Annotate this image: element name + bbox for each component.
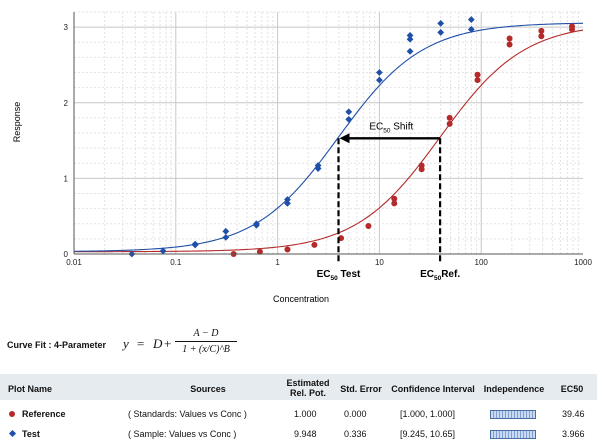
reference-point [311, 241, 318, 248]
row-sources: ( Sample: Values vs Conc ) [128, 429, 237, 439]
y-tick-label: 3 [64, 23, 69, 32]
test-point [376, 76, 383, 84]
reference-point [446, 120, 453, 127]
independence-bar [490, 410, 536, 419]
test-marker-icon [8, 429, 17, 438]
test-point [222, 227, 230, 235]
grid [73, 11, 583, 255]
curve-fit-label: Curve Fit : 4-Parameter [7, 340, 107, 350]
eq-d: D [153, 336, 163, 351]
test-point [406, 35, 414, 43]
col-ec50: EC50 [560, 384, 584, 394]
ec50-test-label: EC50 Test [317, 269, 361, 282]
test-point [376, 69, 383, 76]
row-std-error: 0.336 [344, 429, 367, 439]
test-point [437, 29, 445, 36]
test-point [284, 199, 291, 207]
reference-point [538, 27, 545, 34]
reference-point [538, 33, 545, 40]
row-ec50: 39.46 [562, 409, 585, 419]
test-point [406, 47, 414, 55]
eq-equals: = [137, 336, 145, 351]
reference-marker-icon [9, 411, 15, 417]
curve-fit-equation: Curve Fit : 4-Parameter y = D + A − D 1 … [7, 326, 307, 366]
fit-curves [73, 22, 584, 253]
reference-point [446, 114, 453, 121]
reference-point [474, 77, 481, 84]
x-tick-label: 0.1 [170, 258, 182, 267]
test-point [467, 16, 475, 23]
reference-point [391, 200, 398, 207]
reference-fit-curve [74, 29, 584, 253]
test-point [406, 32, 414, 39]
row-name: Reference [22, 409, 66, 419]
reference-point [474, 71, 481, 78]
y-axis-label: Response [12, 102, 22, 143]
col-est-rel-pot: Estimated Rel. Pot. [286, 378, 330, 398]
eq-plus: + [164, 336, 172, 351]
col-plot-name: Plot Name [8, 384, 53, 394]
test-point [191, 241, 199, 249]
row-name: Test [22, 429, 40, 439]
test-point [345, 108, 353, 116]
ec50-shift-arrowhead [339, 133, 350, 144]
reference-point [569, 23, 576, 30]
col-confidence-interval: Confidence Interval [391, 384, 475, 394]
row-ci: [1.000, 1.000] [400, 409, 456, 419]
reference-point [365, 223, 372, 230]
y-tick-label: 1 [64, 174, 69, 183]
test-point [467, 25, 475, 33]
y-tick-label: 0 [64, 250, 69, 259]
data-points [128, 16, 576, 258]
reference-point [418, 162, 425, 169]
ec50-shift-label: EC50 Shift [369, 121, 413, 134]
row-std-error: 0.000 [344, 409, 367, 419]
test-point [314, 162, 322, 169]
test-point [159, 247, 167, 255]
x-tick-label: 10 [375, 258, 384, 267]
x-axis-label: Concentration [273, 294, 329, 304]
test-point [253, 220, 260, 228]
table-header [0, 374, 597, 400]
row-rel-pot: 1.000 [294, 409, 317, 419]
reference-point [506, 35, 513, 42]
ec50-annotations: EC50 Shift EC50 Test EC50Ref. [317, 121, 461, 282]
reference-point [256, 248, 263, 255]
eq-denominator: 1 + (x/C)^B [182, 344, 230, 355]
test-fit-curve [73, 22, 584, 252]
col-sources: Sources [190, 384, 226, 394]
ec50-ref-label: EC50Ref. [420, 269, 460, 282]
eq-fraction: A − D 1 + (x/C)^B [175, 328, 237, 355]
axes: 0.01 0.1 1 10 100 1000 0 1 2 3 [64, 12, 592, 267]
test-point [437, 19, 445, 27]
test-point [284, 196, 291, 203]
row-ci: [9.245, 10.65] [400, 429, 456, 439]
eq-numerator: A − D [193, 328, 219, 339]
row-sources: ( Standards: Values vs Conc ) [128, 409, 247, 419]
x-tick-label: 1000 [574, 258, 592, 267]
x-tick-label: 1 [275, 258, 280, 267]
eq-y: y [123, 336, 129, 351]
row-rel-pot: 9.948 [294, 429, 317, 439]
reference-point [284, 246, 291, 253]
test-point [345, 115, 353, 123]
col-std-error: Std. Error [340, 384, 382, 394]
col-independence: Independence [483, 384, 545, 394]
independence-bar [490, 430, 536, 439]
test-point [222, 233, 230, 241]
eq-fraction-bar [175, 341, 237, 342]
reference-point [506, 41, 513, 48]
x-tick-label: 100 [475, 258, 489, 267]
y-tick-label: 2 [64, 99, 69, 108]
x-tick-label: 0.01 [66, 258, 82, 267]
reference-point [391, 195, 398, 202]
row-ec50: 3.966 [562, 429, 585, 439]
